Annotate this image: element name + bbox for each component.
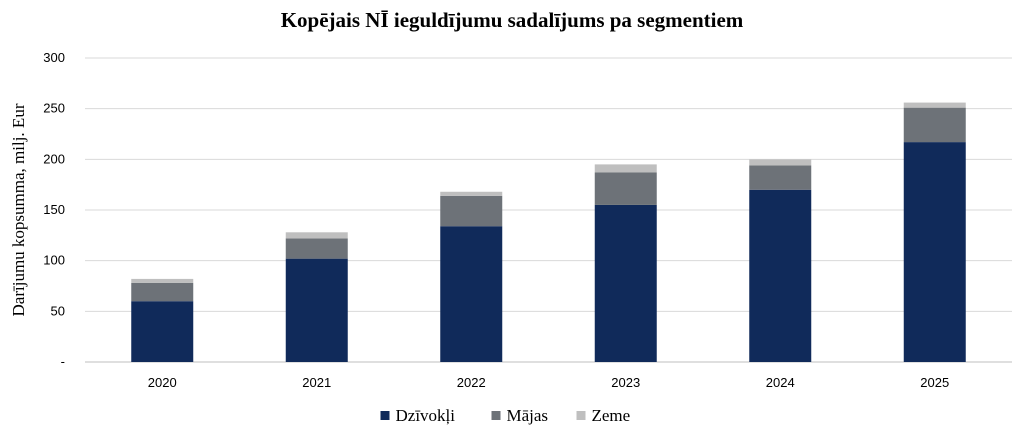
legend-label: Mājas <box>507 406 549 425</box>
x-tick-label: 2020 <box>148 375 177 390</box>
y-tick-label: 150 <box>43 202 65 217</box>
bar-zeme <box>749 159 812 166</box>
legend-label: Zeme <box>592 406 631 425</box>
legend-swatch <box>380 411 390 420</box>
y-tick-label: 300 <box>43 50 65 65</box>
chart-title: Kopējais NĪ ieguldījumu sadalījums pa se… <box>280 8 744 32</box>
bar-m-jas <box>749 165 812 190</box>
x-tick-label: 2023 <box>611 375 640 390</box>
bar-zeme <box>440 191 503 196</box>
y-axis-title: Darījumu kopsumma, milj. Eur <box>9 103 28 316</box>
y-tick-label: 100 <box>43 253 65 268</box>
bar-m-jas <box>285 238 348 259</box>
legend-swatch <box>576 411 586 420</box>
bar-dz-vok-i <box>440 226 503 362</box>
legend-label: Dzīvokļi <box>396 406 456 425</box>
bar-m-jas <box>903 107 966 143</box>
bar-zeme <box>594 164 657 173</box>
bar-dz-vok-i <box>903 142 966 362</box>
bar-zeme <box>285 232 348 239</box>
x-tick-label: 2021 <box>302 375 331 390</box>
bar-dz-vok-i <box>285 258 348 362</box>
x-tick-label: 2022 <box>457 375 486 390</box>
bar-m-jas <box>131 282 194 302</box>
y-tick-label: 250 <box>43 101 65 116</box>
bar-dz-vok-i <box>749 189 812 362</box>
bar-zeme <box>131 278 194 283</box>
y-tick-label: - <box>61 354 65 369</box>
x-tick-label: 2025 <box>920 375 949 390</box>
bar-m-jas <box>594 172 657 205</box>
bar-dz-vok-i <box>594 204 657 362</box>
x-tick-label: 2024 <box>766 375 795 390</box>
bar-dz-vok-i <box>131 301 194 362</box>
y-tick-label: 50 <box>51 303 65 318</box>
bar-m-jas <box>440 195 503 227</box>
y-tick-label: 200 <box>43 151 65 166</box>
bar-zeme <box>903 102 966 108</box>
legend-swatch <box>491 411 501 420</box>
